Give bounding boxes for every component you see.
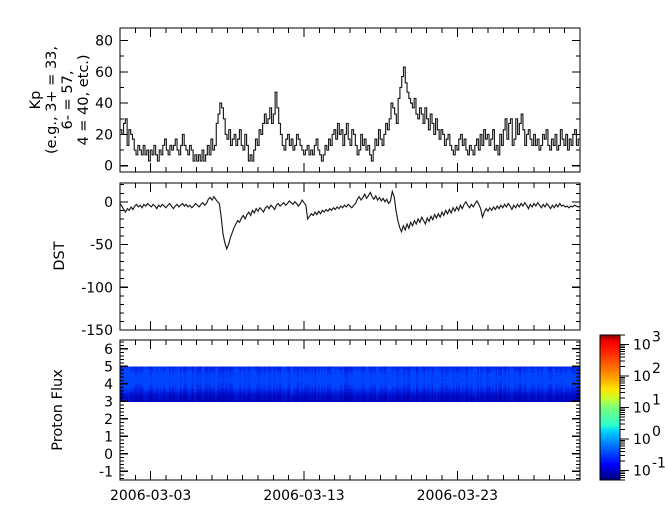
- colorbar-tick-exponent-3: 2: [652, 361, 661, 377]
- dst-panel-ytick-1: -50: [90, 238, 113, 254]
- kp-panel-ytick-0: 0: [104, 159, 113, 175]
- kp-panel-ytick-2: 40: [95, 96, 113, 112]
- kp-data-trace: [120, 66, 580, 162]
- kp-label-line-3: 6- = 57,: [60, 71, 76, 130]
- kp-axis-label: Kp (e.g., 3+ = 33, 6- = 57, 4 = 40, etc.…: [28, 46, 92, 154]
- dst-axis-label: DST: [52, 241, 68, 270]
- proton-flux-spectrogram: [120, 366, 580, 402]
- x-axis-tick-labels: 2006-03-03 2006-03-13 2006-03-23: [110, 488, 498, 504]
- colorbar-tick-exponent-4: 3: [652, 329, 661, 345]
- proton-flux-panel-ytick-2: 1: [104, 429, 113, 445]
- dst-panel-ytick-2: -100: [81, 280, 113, 296]
- dst-data-trace: [120, 189, 580, 251]
- colorbar-tick-exponent-1: 0: [652, 424, 661, 440]
- proton-flux-axis-label: Proton Flux: [50, 369, 66, 451]
- colorbar-tick-marks: [620, 334, 629, 481]
- kp-label-line-1: Kp: [28, 91, 44, 110]
- kp-tick-labels: 0 20 40 60 80: [95, 34, 113, 175]
- colorbar-tick-exponent-0: -1: [652, 456, 665, 472]
- colorbar-tick-exponent-2: 1: [652, 393, 661, 409]
- dst-panel-ytick-0: 0: [104, 195, 113, 211]
- proton-flux-panel-ytick-0: -1: [99, 464, 113, 480]
- dst-plot-area: [120, 183, 580, 330]
- dst-panel-ytick-3: -150: [81, 323, 113, 339]
- kp-label-line-2: (e.g., 3+ = 33,: [44, 46, 60, 154]
- proton-flux-tick-marks: [119, 340, 581, 480]
- kp-panel-ytick-1: 20: [95, 127, 113, 143]
- colorbar-tick-2: 10: [633, 401, 651, 417]
- colorbar-tick-4: 10: [633, 337, 651, 353]
- kp-label-line-4: 4 = 40, etc.): [76, 54, 92, 145]
- colorbar-tick-1: 10: [633, 432, 651, 448]
- proton-flux-panel-ytick-5: 4: [104, 377, 113, 393]
- proton-flux-tick-labels: -10 12 34 56: [99, 342, 113, 481]
- x-tick-label-2: 2006-03-23: [417, 488, 498, 504]
- proton-flux-panel-ytick-3: 2: [104, 412, 113, 428]
- colorbar-tick-3: 10: [633, 369, 651, 385]
- dst-tick-labels: 0 -50 -100 -150: [81, 195, 113, 339]
- proton-flux-panel: -10 12 34 56: [99, 339, 581, 481]
- kp-panel-ytick-4: 80: [95, 34, 113, 50]
- colorbar-tick-0: 10: [633, 464, 651, 480]
- proton-flux-panel-ytick-1: 0: [104, 447, 113, 463]
- dst-tick-marks: [119, 183, 581, 331]
- proton-flux-panel-ytick-4: 3: [104, 394, 113, 410]
- kp-panel-ytick-3: 60: [95, 65, 113, 81]
- dst-panel: 0 -50 -100 -150: [81, 182, 581, 339]
- x-tick-label-1: 2006-03-13: [263, 488, 344, 504]
- proton-flux-panel-ytick-7: 6: [104, 342, 113, 358]
- proton-flux-panel-ytick-6: 5: [104, 359, 113, 375]
- colorbar-gradient: [600, 335, 620, 480]
- kp-panel: 0 20 40 60 80: [95, 27, 581, 175]
- kp-plot-area: [120, 28, 580, 172]
- proton-flux-plot-area: [120, 340, 580, 480]
- x-tick-label-0: 2006-03-03: [110, 488, 191, 504]
